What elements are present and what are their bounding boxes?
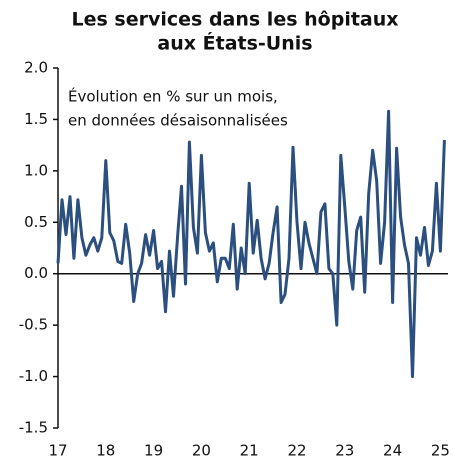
x-tick-label: 19 [144, 442, 163, 460]
y-tick-label: -1.5 [19, 419, 48, 437]
x-tick-label: 20 [192, 442, 211, 460]
x-tick-label: 23 [335, 442, 354, 460]
x-tick-label: 21 [240, 442, 259, 460]
x-tick-label: 25 [431, 442, 450, 460]
subtitle: Évolution en % sur un mois, [68, 87, 278, 106]
y-tick-label: 2.0 [24, 59, 48, 77]
chart-title: Les services dans les hôpitaux [71, 9, 398, 31]
subtitle: en données désaisonnalisées [68, 112, 288, 130]
y-tick-label: -0.5 [19, 316, 48, 334]
chart-title: aux États-Unis [157, 32, 312, 55]
y-tick-label: -1.0 [19, 367, 48, 385]
y-tick-label: 1.5 [24, 110, 48, 128]
y-tick-label: 1.0 [24, 161, 48, 179]
x-tick-label: 24 [383, 442, 402, 460]
x-tick-label: 22 [287, 442, 306, 460]
x-tick-label: 18 [96, 442, 115, 460]
y-tick-label: 0.0 [24, 264, 48, 282]
x-tick-label: 17 [48, 442, 67, 460]
line [56, 109, 446, 379]
y-tick-label: 0.5 [24, 213, 48, 231]
